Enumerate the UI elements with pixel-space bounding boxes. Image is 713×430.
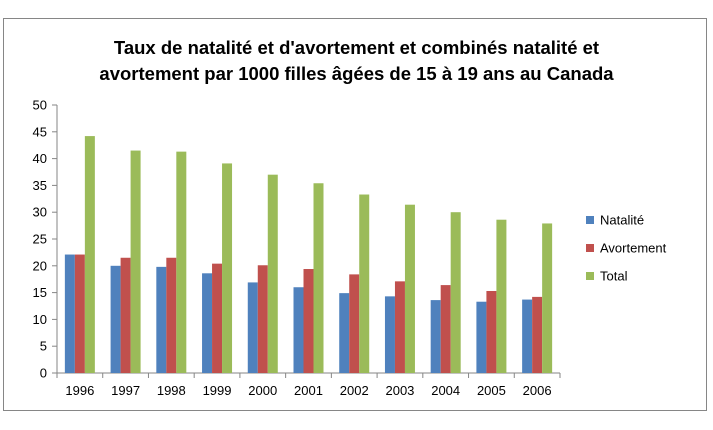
bar-total-1998: [176, 151, 187, 373]
x-tick-label: 2001: [294, 383, 323, 398]
x-tick-label: 2004: [431, 383, 460, 398]
bar-natalit--1997: [110, 265, 121, 373]
bar-total-2002: [359, 194, 370, 373]
legend: Natalité Avortement Total: [586, 213, 667, 284]
x-tick-label: 1998: [157, 383, 186, 398]
bar-total-2000: [267, 174, 278, 373]
bar-avortement-2002: [349, 274, 360, 373]
y-tick-label: 15: [33, 285, 47, 300]
y-tick-label: 45: [33, 124, 47, 139]
y-tick-labels: 0 5 10 15 20 25 30 35 40 45 50: [33, 98, 47, 381]
y-tick-label: 35: [33, 178, 47, 193]
x-tick-label: 2003: [385, 383, 414, 398]
bar-avortement-2001: [303, 269, 314, 373]
bar-avortement-2000: [257, 265, 268, 373]
bar-natalit--2000: [247, 282, 258, 373]
x-tick-label: 1997: [111, 383, 140, 398]
bar-avortement-1999: [212, 263, 223, 373]
chart-title: Taux de natalité et d'avortement et comb…: [99, 37, 614, 84]
bar-natalit--1998: [156, 266, 167, 373]
bar-natalit--2001: [293, 287, 304, 373]
bar-natalit--2002: [339, 293, 350, 373]
x-tick-label: 2006: [523, 383, 552, 398]
y-tick-label: 10: [33, 312, 47, 327]
bar-natalit--2003: [384, 296, 395, 373]
x-tick-labels: 1996 1997 1998 1999 2000 2001 2002 2003 2004 2005…: [65, 383, 551, 398]
bar-avortement-2004: [440, 285, 451, 373]
x-tick-label: 2000: [248, 383, 277, 398]
y-tick-label: 40: [33, 151, 47, 166]
legend-swatch: [586, 272, 594, 280]
bar-avortement-1997: [120, 257, 131, 373]
bar-total-2004: [450, 212, 461, 373]
bar-natalit--2005: [476, 301, 487, 373]
bar-total-2006: [542, 223, 553, 373]
bars-layer: [64, 136, 553, 373]
legend-label: Avortement: [600, 241, 667, 256]
y-tick-label: 20: [33, 258, 47, 273]
bar-avortement-1998: [166, 257, 177, 373]
legend-label: Total: [600, 269, 628, 284]
legend-swatch: [586, 216, 594, 224]
bar-avortement-1996: [74, 254, 85, 373]
y-tick-label: 50: [33, 98, 47, 113]
bar-total-2003: [404, 204, 415, 373]
bar-avortement-2006: [532, 296, 543, 373]
bar-total-1999: [222, 163, 233, 373]
x-tick-label: 1999: [203, 383, 232, 398]
bar-total-2001: [313, 183, 324, 373]
x-tick-label: 2002: [340, 383, 369, 398]
legend-label: Natalité: [600, 213, 644, 228]
y-tick-label: 5: [40, 339, 47, 354]
x-tick-label: 1996: [65, 383, 94, 398]
y-tick-label: 0: [40, 366, 47, 381]
bar-natalit--2006: [522, 299, 533, 373]
bar-avortement-2005: [486, 290, 497, 373]
y-tick-label: 30: [33, 205, 47, 220]
legend-swatch: [586, 244, 594, 252]
x-tick-label: 2005: [477, 383, 506, 398]
bar-natalit--1996: [64, 254, 75, 373]
bar-avortement-2003: [394, 281, 405, 373]
bar-total-2005: [496, 219, 507, 373]
bar-natalit--2004: [430, 300, 441, 373]
bar-natalit--1999: [202, 273, 213, 373]
bar-total-1996: [84, 136, 95, 373]
y-tick-label: 25: [33, 232, 47, 247]
bar-total-1997: [130, 150, 141, 373]
